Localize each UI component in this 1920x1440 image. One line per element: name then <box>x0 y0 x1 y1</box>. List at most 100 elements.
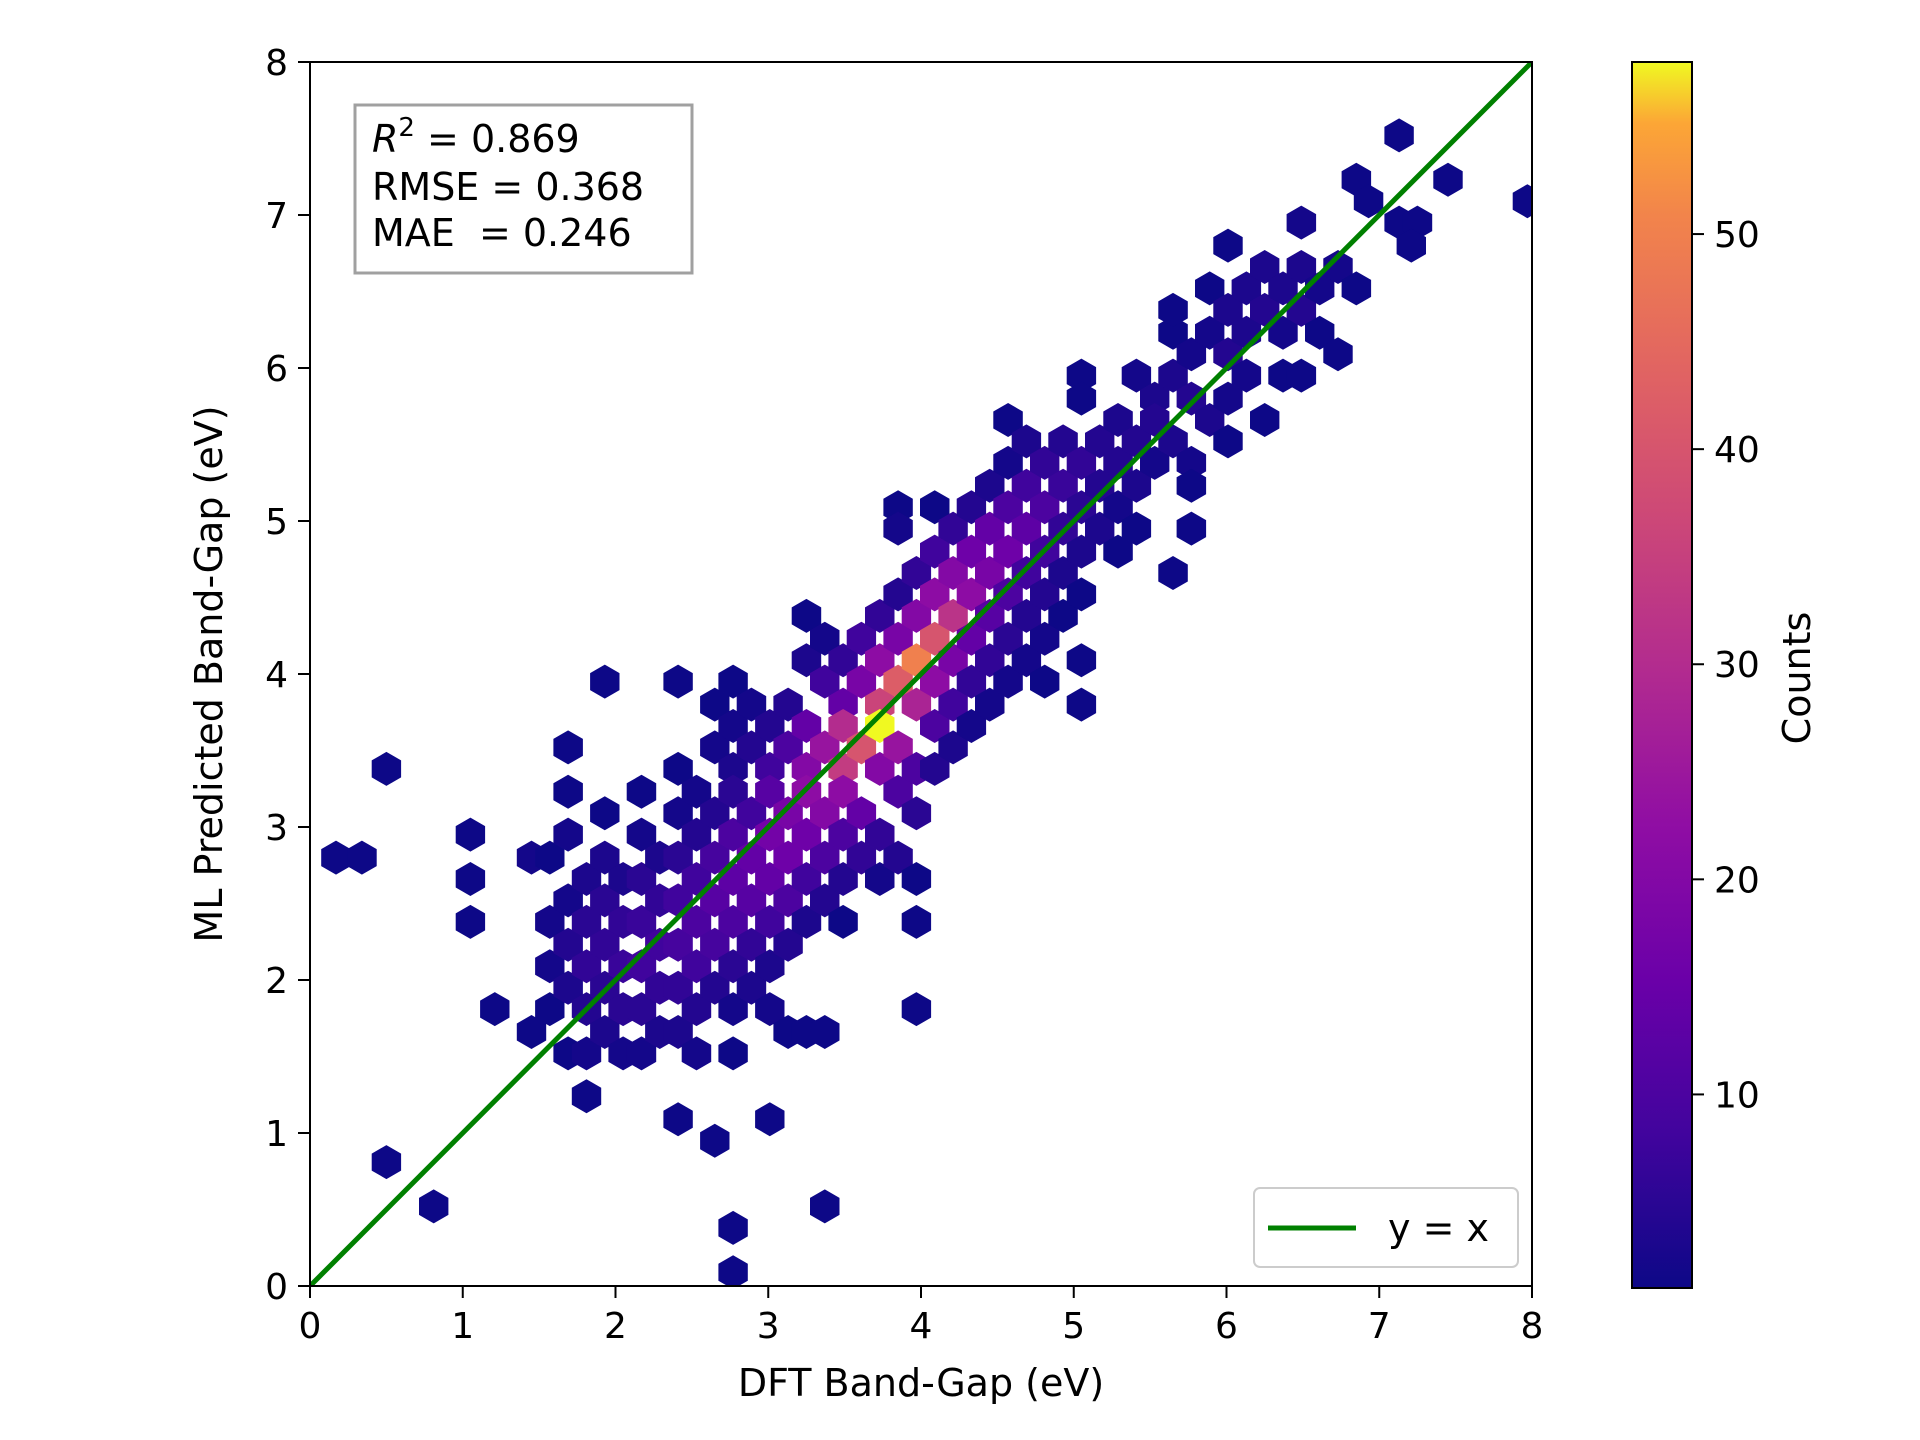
hexbin-cell <box>736 970 767 1005</box>
hexbin-cell <box>663 664 693 699</box>
hexbin-cell <box>535 949 565 984</box>
hexbin-cell <box>1030 621 1060 656</box>
hexbin-cell <box>828 817 858 852</box>
hexbin-cell <box>1158 556 1188 590</box>
hexbin-cell <box>663 927 693 962</box>
hexbin-cell <box>736 730 767 765</box>
hexbin-cell <box>626 862 657 896</box>
hexbin-cell <box>791 709 822 743</box>
hexbin-cell <box>480 992 510 1027</box>
hexbin-cell <box>718 949 748 984</box>
hexbin-cell <box>718 817 748 852</box>
hexbin-cell <box>1158 358 1188 393</box>
hexbin-cell <box>901 904 932 939</box>
hexbin-cell <box>736 687 767 722</box>
hexbin-cell <box>865 751 895 786</box>
hexbin-cell <box>1085 511 1115 546</box>
hexbin-cell <box>718 1036 748 1071</box>
hexbin-cell <box>718 751 748 786</box>
colorbar: 10 20 30 40 50 Counts <box>1631 61 1819 1289</box>
r2-superscript: 2 <box>398 113 415 143</box>
hexbin-cell <box>347 840 377 875</box>
legend-frame <box>1253 1187 1519 1268</box>
hexbin-cell <box>956 490 987 525</box>
hexbin-cell <box>553 817 583 852</box>
y-tick-label: 7 <box>265 196 288 237</box>
hexbin-cell <box>810 1189 840 1224</box>
hexbin-cell <box>455 862 486 896</box>
hexbin-cell <box>755 992 785 1027</box>
hexbin-cell <box>736 796 767 831</box>
hexbin-cell <box>773 927 803 962</box>
hexbin-cell <box>993 664 1023 699</box>
hexbin-cell <box>810 730 840 765</box>
hexbin-cell <box>700 687 730 722</box>
hexbin-cell <box>1158 292 1188 327</box>
hexbin-cell <box>920 751 950 786</box>
hexbin-cell <box>791 817 822 852</box>
hexbin-cell <box>773 730 803 765</box>
hexbin-cell <box>846 621 877 656</box>
hexbin-cell <box>920 664 950 699</box>
hexbin-cell <box>1011 598 1042 633</box>
hexbin-cell <box>1158 424 1188 459</box>
hexbin-cell <box>810 621 840 656</box>
hexbin-cell <box>901 862 932 896</box>
hexbin-cell <box>1323 250 1353 284</box>
hexbin-cell <box>663 796 693 831</box>
hexbin-cell <box>883 774 913 809</box>
y-tick-label: 6 <box>265 349 288 390</box>
hexbin-cell <box>718 1255 748 1286</box>
hexbin-cell <box>1396 228 1426 263</box>
hexbin-cell <box>828 904 858 939</box>
hexbin-cell <box>663 751 693 786</box>
colorbar-tick-label: 30 <box>1714 645 1760 686</box>
hexbin-cell <box>590 1015 620 1049</box>
hexbin-cell <box>865 862 895 896</box>
hexbin-cell <box>1286 250 1317 284</box>
hexbin-cell <box>571 862 602 896</box>
hexbin-cell <box>535 840 565 875</box>
hexbin-cell <box>1121 358 1152 393</box>
hexbin-cell <box>1103 403 1133 437</box>
hexbin-cell <box>791 598 822 633</box>
hexbin-cell <box>993 577 1023 612</box>
x-tick-label: 4 <box>910 1306 933 1347</box>
hexbin-cell <box>920 534 950 569</box>
hexbin-cell <box>993 445 1023 480</box>
hexbin-cell <box>1030 664 1060 699</box>
y-tick-label: 5 <box>265 502 288 543</box>
hexbin-cell <box>1176 445 1207 480</box>
hexbin-cell <box>791 904 822 939</box>
x-tick-label: 6 <box>1215 1306 1238 1347</box>
hexbin-cell <box>755 949 785 984</box>
y-tick-label: 1 <box>265 1114 288 1155</box>
mae-text: MAE = 0.246 <box>372 211 632 255</box>
hexbin-cell <box>1048 424 1078 459</box>
x-tick-label: 0 <box>299 1306 322 1347</box>
hexbin-cell <box>865 643 895 678</box>
hexbin-cell <box>1066 381 1097 416</box>
colorbar-ticks: 10 20 30 40 50 <box>1692 215 1760 1116</box>
hexbin-cell <box>700 883 730 918</box>
x-tick-label: 8 <box>1521 1306 1544 1347</box>
hexbin-cell <box>700 927 730 962</box>
hexbin-cell <box>590 927 620 962</box>
hexbin-cell <box>718 992 748 1027</box>
hexbin-cell <box>371 1145 402 1180</box>
hexbin-cell <box>828 862 858 896</box>
hexbin-cell <box>1176 337 1207 372</box>
hexbin-cell <box>883 511 913 546</box>
hexbin-cell <box>455 904 486 939</box>
hexbin-cell <box>755 751 785 786</box>
hexbin-cell <box>846 840 877 875</box>
hexbin-cell <box>1066 445 1097 480</box>
hexbin-cell <box>681 992 712 1027</box>
hexbin-cell <box>755 774 785 809</box>
hexbin-cell <box>700 796 730 831</box>
hexbin-cell <box>1066 490 1097 525</box>
hexbin-cell <box>626 817 657 852</box>
hexbin-cell <box>1048 556 1078 590</box>
hexbin-cell <box>1030 490 1060 525</box>
hexbin-cell <box>810 840 840 875</box>
